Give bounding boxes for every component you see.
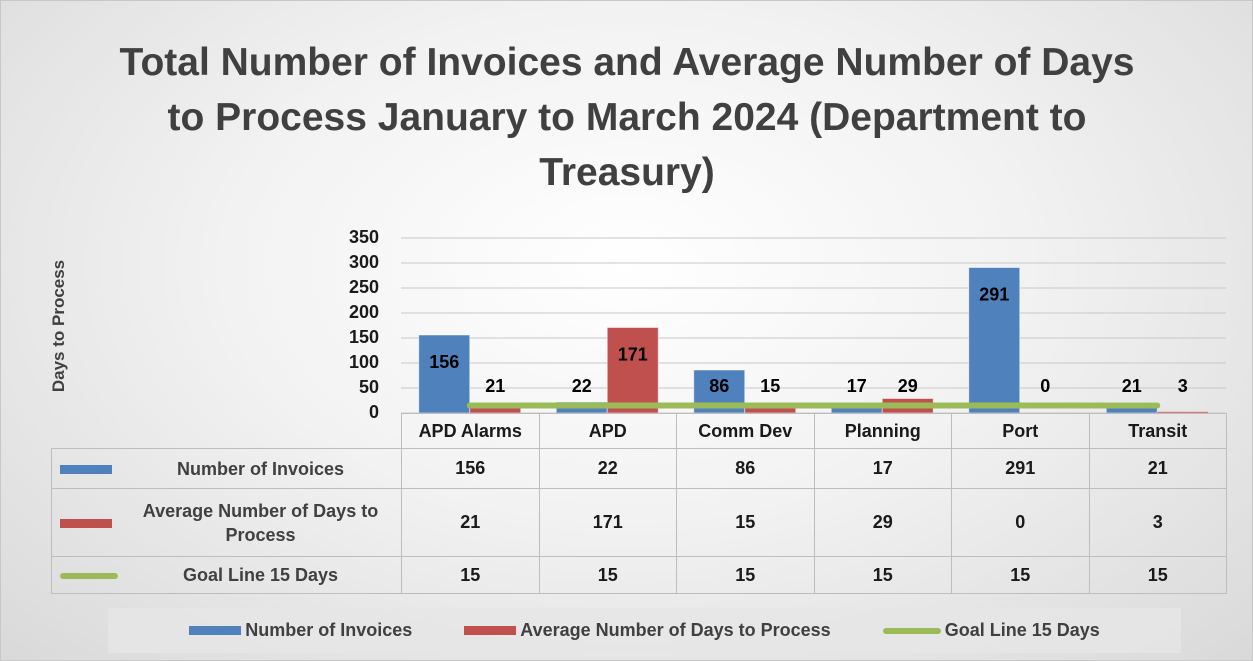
data-label: 156 — [429, 352, 459, 372]
x-tick-label: Transit — [1088, 413, 1227, 449]
legend-item: Number of Invoices — [189, 620, 412, 641]
swatch-box — [60, 565, 120, 586]
row-header-box: Number of Invoices — [52, 457, 401, 481]
row-header: Number of Invoices — [51, 448, 402, 489]
table-row: Goal Line 15 Days 15 15 15 15 15 15 — [51, 556, 1227, 594]
legend-item: Average Number of Days to Process — [464, 620, 831, 641]
y-tick-label: 350 — [349, 227, 379, 247]
legend-label: Goal Line 15 Days — [944, 620, 1100, 640]
data-label: 86 — [709, 376, 729, 396]
row-header-box: Average Number of Days to Process — [52, 499, 401, 547]
data-label: 0 — [1040, 376, 1050, 396]
y-tick-label: 150 — [349, 327, 379, 347]
row-header: Goal Line 15 Days — [51, 556, 402, 594]
x-tick-label: Port — [951, 413, 1090, 449]
x-tick-label: Planning — [813, 413, 952, 449]
table-value: 291 — [951, 448, 1090, 489]
table-value: 171 — [538, 488, 677, 557]
table-value: 0 — [951, 488, 1090, 557]
legend-label: Average Number of Days to Process — [520, 620, 831, 640]
data-label: 171 — [618, 344, 648, 364]
table-corner — [51, 413, 402, 449]
legend-swatch — [60, 464, 112, 474]
table-value: 17 — [813, 448, 952, 489]
table-value: 15 — [676, 556, 815, 594]
y-tick-label: 0 — [369, 402, 379, 422]
table-row: Number of Invoices 156 22 86 17 291 21 — [51, 448, 1227, 489]
data-label: 17 — [847, 376, 867, 396]
row-name: Average Number of Days to Process — [142, 500, 379, 545]
y-tick-label: 300 — [349, 252, 379, 272]
table-value: 22 — [538, 448, 677, 489]
data-label: 291 — [979, 284, 1009, 304]
legend-swatch — [189, 626, 242, 635]
data-table: APD Alarms APD Comm Dev Planning Port Transit… — [51, 413, 1227, 594]
legend-label: Number of Invoices — [245, 620, 413, 640]
data-label: 22 — [572, 376, 592, 396]
legend-swatch — [60, 518, 112, 528]
table-value: 86 — [676, 448, 815, 489]
legend-swatch — [882, 627, 941, 634]
y-tick-label: 100 — [349, 352, 379, 372]
table-value: 15 — [1088, 556, 1227, 594]
row-header-box: Goal Line 15 Days — [52, 563, 401, 587]
y-tick-label: 50 — [359, 377, 379, 397]
table-header-row: APD Alarms APD Comm Dev Planning Port Transit — [51, 413, 1227, 449]
table-value: 15 — [813, 556, 952, 594]
table-value: 15 — [538, 556, 677, 594]
bar — [418, 334, 471, 414]
legend: Number of Invoices Average Number of Days… — [108, 608, 1181, 653]
table-value: 21 — [401, 488, 540, 557]
data-label: 21 — [1122, 376, 1142, 396]
legend-swatch — [60, 572, 118, 579]
legend-item: Goal Line 15 Days — [882, 620, 1100, 641]
x-tick-label: APD — [538, 413, 677, 449]
table-row: Average Number of Days to Process 21 171 15… — [51, 488, 1227, 557]
bar — [606, 327, 659, 414]
table-value: 156 — [401, 448, 540, 489]
swatch-box — [60, 512, 120, 533]
y-tick-label: 250 — [349, 277, 379, 297]
data-label: 29 — [898, 376, 918, 396]
legend-swatch — [464, 626, 517, 635]
x-tick-label: Comm Dev — [676, 413, 815, 449]
row-header: Average Number of Days to Process — [51, 488, 402, 557]
table-value: 3 — [1088, 488, 1227, 557]
data-label: 3 — [1178, 376, 1188, 396]
table-value: 15 — [401, 556, 540, 594]
table-value: 15 — [951, 556, 1090, 594]
table-value: 21 — [1088, 448, 1227, 489]
x-tick-label: APD Alarms — [401, 413, 540, 449]
table-value: 15 — [676, 488, 815, 557]
row-name: Number of Invoices — [176, 458, 345, 479]
data-label: 21 — [485, 376, 505, 396]
chart-title: Total Number of Invoices and Average Num… — [119, 41, 1135, 194]
swatch-box — [60, 458, 120, 479]
y-tick-label: 200 — [349, 302, 379, 322]
data-label: 15 — [760, 376, 780, 396]
table-value: 29 — [813, 488, 952, 557]
bar — [968, 267, 1021, 414]
row-name: Goal Line 15 Days — [182, 565, 339, 585]
